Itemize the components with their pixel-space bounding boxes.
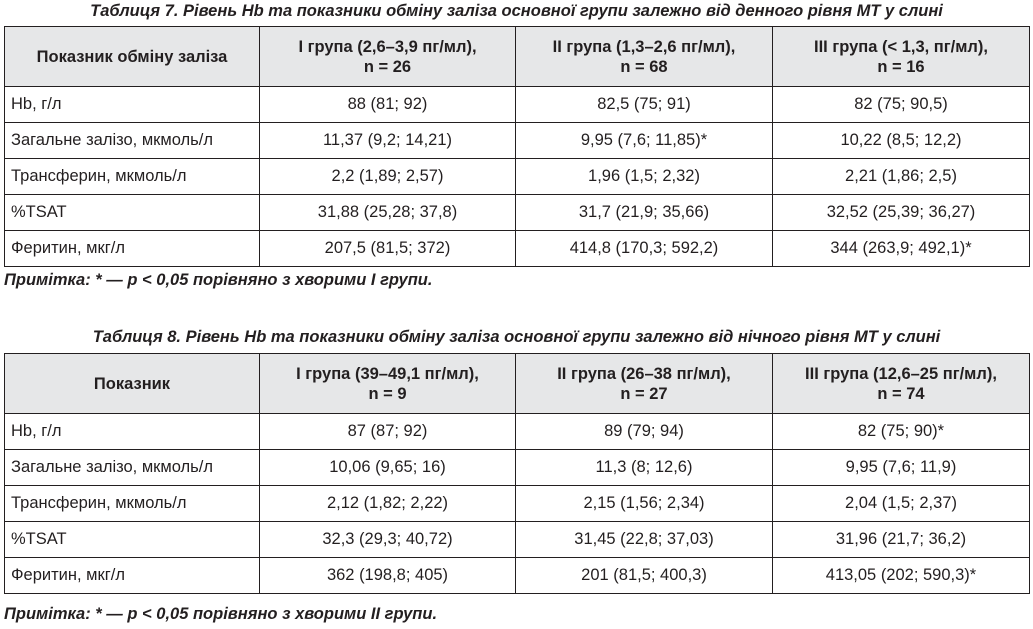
table-row: Трансферин, мкмоль/л 2,12 (1,82; 2,22) 2,1… — [4, 485, 1030, 522]
table-cell: 414,8 (170,3; 592,2) — [515, 230, 773, 267]
table-cell: 9,95 (7,6; 11,85)* — [515, 122, 773, 159]
table-cell: 87 (87; 92) — [259, 413, 516, 450]
header-line-group: І група (39–49,1 пг/мл), — [296, 364, 479, 383]
table-cell: 32,52 (25,39; 36,27) — [772, 194, 1030, 231]
header-line-group: ІІІ група (< 1,3, пг/мл), — [814, 37, 988, 56]
table-row: Феритин, мкг/л 207,5 (81,5; 372) 414,8 (17… — [4, 230, 1030, 267]
table-cell: 89 (79; 94) — [515, 413, 773, 450]
header-line-group: ІІ група (1,3–2,6 пг/мл), — [552, 37, 736, 56]
table-cell: 11,3 (8; 12,6) — [515, 449, 773, 486]
row-label: %TSAT — [4, 194, 260, 231]
table-row: Загальне залізо, мкмоль/л 10,06 (9,65; 16… — [4, 449, 1030, 486]
table-cell: 31,45 (22,8; 37,03) — [515, 521, 773, 558]
table7-caption: Таблиця 7. Рівень Hb та показники обміну… — [90, 2, 943, 20]
row-label: Феритин, мкг/л — [4, 557, 260, 594]
table8: Показник І група (39–49,1 пг/мл), n = 9 І… — [4, 353, 1030, 594]
table7-header-group3: ІІІ група (< 1,3, пг/мл), n = 16 — [772, 26, 1030, 87]
table-cell: 362 (198,8; 405) — [259, 557, 516, 594]
table-cell: 2,15 (1,56; 2,34) — [515, 485, 773, 522]
header-line-group: ІІІ група (12,6–25 пг/мл), — [805, 364, 997, 383]
table-cell: 31,7 (21,9; 35,66) — [515, 194, 773, 231]
table-cell: 82 (75; 90)* — [772, 413, 1030, 450]
table8-caption: Таблиця 8. Рівень Hb та показники обміну… — [92, 328, 941, 346]
table8-header-group2: ІІ група (26–38 пг/мл), n = 27 — [515, 353, 773, 414]
table-cell: 82 (75; 90,5) — [772, 86, 1030, 123]
table8-header-parameter: Показник — [4, 353, 260, 414]
table-cell: 201 (81,5; 400,3) — [515, 557, 773, 594]
table-row: Загальне залізо, мкмоль/л 11,37 (9,2; 14,… — [4, 122, 1030, 159]
table-row: Трансферин, мкмоль/л 2,2 (1,89; 2,57) 1,96… — [4, 158, 1030, 195]
table-cell: 32,3 (29,3; 40,72) — [259, 521, 516, 558]
table8-header-group1: І група (39–49,1 пг/мл), n = 9 — [259, 353, 516, 414]
table-cell: 1,96 (1,5; 2,32) — [515, 158, 773, 195]
table-cell: 2,12 (1,82; 2,22) — [259, 485, 516, 522]
table7: Показник обміну заліза І група (2,6–3,9 … — [4, 26, 1030, 267]
table-row: %TSAT 32,3 (29,3; 40,72) 31,45 (22,8; 37,0… — [4, 521, 1030, 558]
header-line-n: n = 74 — [877, 384, 925, 403]
table-cell: 10,06 (9,65; 16) — [259, 449, 516, 486]
table-row: Hb, г/л 87 (87; 92) 89 (79; 94) 82 (75; 90)… — [4, 413, 1030, 450]
header-line-n: n = 9 — [368, 384, 407, 403]
row-label: Hb, г/л — [4, 86, 260, 123]
table7-header-group2: ІІ група (1,3–2,6 пг/мл), n = 68 — [515, 26, 773, 87]
table-cell: 9,95 (7,6; 11,9) — [772, 449, 1030, 486]
table8-header-row: Показник І група (39–49,1 пг/мл), n = 9 І… — [4, 353, 1030, 414]
row-label: Загальне залізо, мкмоль/л — [4, 449, 260, 486]
table-row: Феритин, мкг/л 362 (198,8; 405) 201 (81,5;… — [4, 557, 1030, 594]
row-label: Трансферин, мкмоль/л — [4, 158, 260, 195]
table7-note: Примітка: * — p < 0,05 порівняно з хвори… — [4, 271, 433, 289]
header-line-group: І група (2,6–3,9 пг/мл), — [298, 37, 477, 56]
table8-note: Примітка: * — p < 0,05 порівняно з хвори… — [4, 605, 438, 623]
row-label: Загальне залізо, мкмоль/л — [4, 122, 260, 159]
table-cell: 31,88 (25,28; 37,8) — [259, 194, 516, 231]
table-cell: 88 (81; 92) — [259, 86, 516, 123]
table-cell: 2,21 (1,86; 2,5) — [772, 158, 1030, 195]
row-label: Hb, г/л — [4, 413, 260, 450]
table8-header-group3: ІІІ група (12,6–25 пг/мл), n = 74 — [772, 353, 1030, 414]
table-cell: 2,2 (1,89; 2,57) — [259, 158, 516, 195]
table-row: Hb, г/л 88 (81; 92) 82,5 (75; 91) 82 (75; 9… — [4, 86, 1030, 123]
table-cell: 413,05 (202; 590,3)* — [772, 557, 1030, 594]
header-line-n: n = 16 — [877, 57, 925, 76]
table-cell: 31,96 (21,7; 36,2) — [772, 521, 1030, 558]
row-label: Трансферин, мкмоль/л — [4, 485, 260, 522]
table-cell: 207,5 (81,5; 372) — [259, 230, 516, 267]
table7-header-group1: І група (2,6–3,9 пг/мл), n = 26 — [259, 26, 516, 87]
table-cell: 344 (263,9; 492,1)* — [772, 230, 1030, 267]
table7-header-parameter: Показник обміну заліза — [4, 26, 260, 87]
table-cell: 10,22 (8,5; 12,2) — [772, 122, 1030, 159]
table-cell: 82,5 (75; 91) — [515, 86, 773, 123]
header-line-n: n = 68 — [620, 57, 668, 76]
header-line-n: n = 26 — [363, 57, 412, 76]
table-cell: 11,37 (9,2; 14,21) — [259, 122, 516, 159]
header-line-group: ІІ група (26–38 пг/мл), — [557, 364, 731, 383]
table-cell: 2,04 (1,5; 2,37) — [772, 485, 1030, 522]
header-line-n: n = 27 — [620, 384, 668, 403]
row-label: %TSAT — [4, 521, 260, 558]
row-label: Феритин, мкг/л — [4, 230, 260, 267]
table-row: %TSAT 31,88 (25,28; 37,8) 31,7 (21,9; 35,6… — [4, 194, 1030, 231]
table7-header-row: Показник обміну заліза І група (2,6–3,9 … — [4, 26, 1030, 87]
